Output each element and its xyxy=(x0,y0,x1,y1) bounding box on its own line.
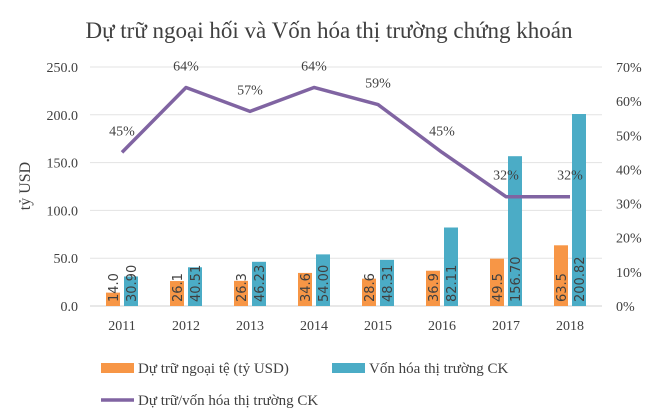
data-label: 156.70 xyxy=(509,257,524,303)
data-label: 49.5 xyxy=(491,273,506,302)
y-tick-label: 100.0 xyxy=(47,204,79,219)
data-label: 36.9 xyxy=(427,273,442,302)
y-right-tick-label: 20% xyxy=(616,232,642,247)
bar-market-cap xyxy=(316,254,330,306)
y-tick-label: 50.0 xyxy=(54,252,79,267)
bar-market-cap xyxy=(508,156,522,306)
bar-reserves xyxy=(490,258,504,306)
legend-swatch-reserves xyxy=(101,363,134,373)
bar-reserves xyxy=(106,292,120,306)
line-data-label: 32% xyxy=(493,169,519,184)
data-label: 48.31 xyxy=(381,265,396,302)
bar-market-cap xyxy=(188,267,202,306)
x-tick-label: 2012 xyxy=(172,319,200,334)
bar-reserves xyxy=(362,278,376,306)
data-label: 63.5 xyxy=(555,273,570,302)
line-ratio xyxy=(120,85,570,199)
data-label: 200.82 xyxy=(573,257,588,303)
y-tick-label: 250.0 xyxy=(47,61,79,76)
data-label: 30.90 xyxy=(125,265,140,302)
bar-reserves xyxy=(234,280,248,306)
x-tick-label: 2013 xyxy=(236,319,264,334)
y-tick-label: 200.0 xyxy=(47,109,79,124)
legend-label: Dự trữ ngoại tệ (tỷ USD) xyxy=(138,361,289,377)
line-data-label: 45% xyxy=(109,124,135,139)
bar-market-cap xyxy=(444,227,458,306)
data-label: 26.1 xyxy=(171,273,186,302)
x-tick-label: 2014 xyxy=(300,319,328,334)
x-tick-label: 2018 xyxy=(556,319,584,334)
y-tick-label: 150.0 xyxy=(47,157,79,172)
x-tick-label: 2016 xyxy=(428,319,456,334)
data-label: 14.0 xyxy=(107,273,122,302)
legend-label: Dự trữ/vốn hóa thị trường CK xyxy=(138,393,318,409)
data-label: 28.6 xyxy=(363,273,378,302)
legend-label: Vốn hóa thị trường CK xyxy=(369,361,509,377)
bar-market-cap xyxy=(572,114,586,306)
legend-swatch-market-cap xyxy=(332,363,365,373)
y-right-tick-label: 50% xyxy=(616,129,642,144)
x-tick-label: 2011 xyxy=(108,319,135,334)
line-data-label: 57% xyxy=(237,83,263,98)
y-right-tick-label: 10% xyxy=(616,266,642,281)
line-data-label: 45% xyxy=(429,124,455,139)
bar-market-cap xyxy=(380,259,394,306)
bar-market-cap xyxy=(252,261,266,306)
chart-title: Dự trữ ngoại hối và Vốn hóa thị trường c… xyxy=(85,18,573,43)
x-tick-label: 2017 xyxy=(492,319,520,334)
data-label: 26.3 xyxy=(235,273,250,302)
y-right-tick-label: 30% xyxy=(616,198,642,213)
bar-reserves xyxy=(170,281,184,306)
line-data-label: 64% xyxy=(173,59,199,74)
y-axis-label: tỷ USD xyxy=(17,162,34,210)
y-right-tick-label: 70% xyxy=(616,61,642,76)
data-label: 40.51 xyxy=(189,265,204,302)
bar-reserves xyxy=(298,272,312,306)
line-data-label: 59% xyxy=(365,77,391,92)
x-tick-label: 2015 xyxy=(364,319,392,334)
y-right-tick-label: 40% xyxy=(616,163,642,178)
data-label: 54.00 xyxy=(317,265,332,302)
bar-reserves xyxy=(554,245,568,306)
y-right-tick-label: 60% xyxy=(616,95,642,110)
line-data-label: 32% xyxy=(557,169,583,184)
line-data-label: 64% xyxy=(301,59,327,74)
y-tick-label: 0.0 xyxy=(61,300,79,315)
data-label: 82.11 xyxy=(445,265,460,302)
data-label: 34.6 xyxy=(299,273,314,302)
bar-reserves xyxy=(426,270,440,306)
bar-market-cap xyxy=(124,276,138,306)
data-label: 46.23 xyxy=(253,265,268,302)
y-right-tick-label: 0% xyxy=(616,300,635,315)
